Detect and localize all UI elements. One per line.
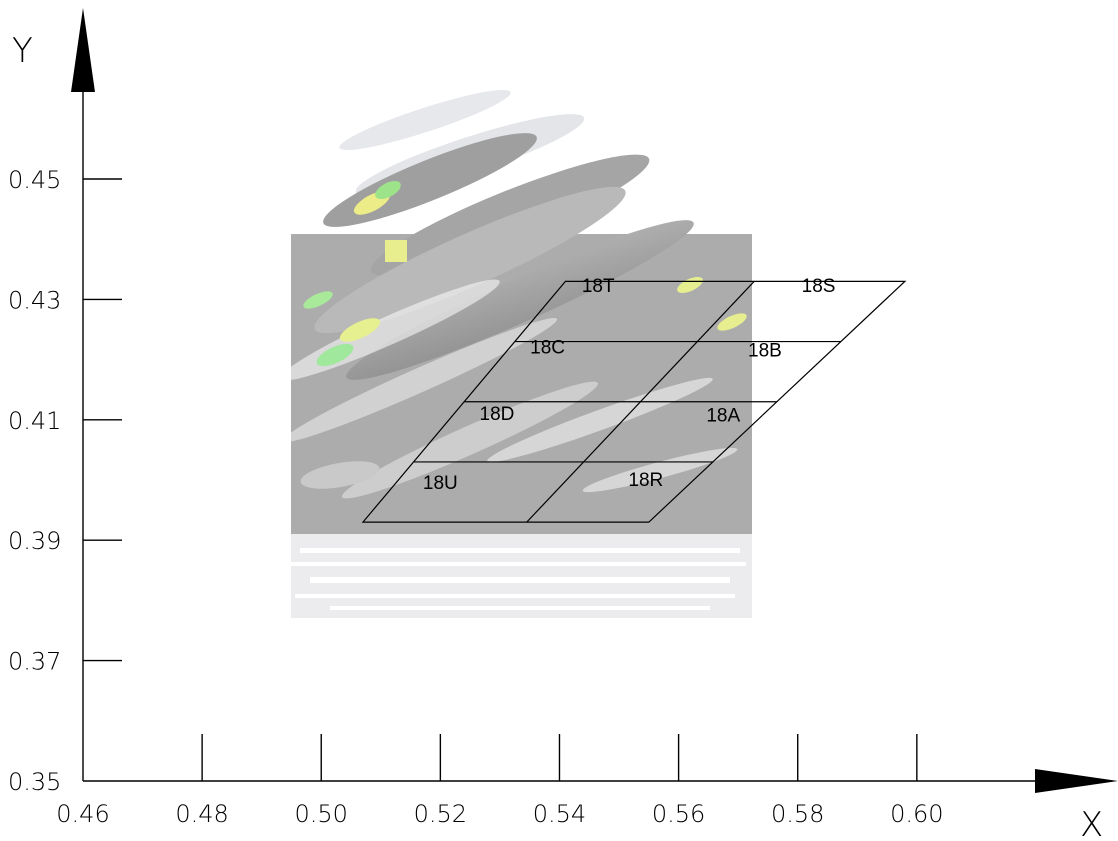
x-axis-ticks: 0.46 0.48 0.50 0.52 0.54 0.56 0.58 0.60: [56, 734, 944, 828]
image-lower-band: [291, 534, 752, 618]
y-tick-label: 0.37: [8, 648, 61, 676]
x-axis-arrow-icon: [1035, 769, 1118, 793]
y-tick-label: 0.35: [8, 768, 61, 796]
x-tick-label: 0.54: [533, 800, 586, 828]
x-tick-label: 0.48: [175, 800, 228, 828]
cell-label-18a: 18A: [706, 406, 740, 427]
diagonal-streaks: [280, 89, 738, 499]
cell-label-18b: 18B: [748, 341, 782, 362]
x-axis-label: X: [1080, 805, 1103, 841]
x-tick-label: 0.50: [295, 800, 348, 828]
x-tick-label: 0.46: [56, 800, 109, 828]
cell-label-18r: 18R: [628, 470, 663, 491]
y-tick-label: 0.45: [8, 166, 61, 194]
cell-label-18u: 18U: [423, 473, 458, 494]
x-tick-label: 0.60: [890, 800, 943, 828]
cell-label-18s: 18S: [802, 276, 836, 297]
cell-label-18c: 18C: [530, 338, 565, 359]
y-axis-arrow-icon: [71, 8, 95, 92]
axes: 0.46 0.48 0.50 0.52 0.54 0.56 0.58 0.60 0.350.3…: [8, 8, 1118, 841]
y-axis-label: Y: [12, 31, 33, 71]
cell-label-18t: 18T: [582, 276, 615, 297]
cell-label-18d: 18D: [480, 404, 515, 425]
x-tick-label: 0.58: [771, 800, 824, 828]
y-tick-label: 0.39: [8, 527, 61, 555]
y-tick-label: 0.43: [8, 286, 61, 314]
y-tick-label: 0.41: [8, 407, 61, 435]
grid-column-divider: [526, 280, 755, 523]
background-image-overlay: [280, 89, 752, 618]
x-tick-label: 0.56: [652, 800, 705, 828]
footprint-grid: [361, 280, 907, 523]
lower-band-streaks: [291, 548, 746, 610]
cell-labels: 18T 18S 18C 18B 18D 18A 18U 18R: [423, 276, 836, 494]
grid-outline: [361, 280, 907, 523]
x-tick-label: 0.52: [414, 800, 467, 828]
y-axis-ticks: 0.35 0.37 0.39 0.41 0.43 0.45: [8, 166, 122, 796]
